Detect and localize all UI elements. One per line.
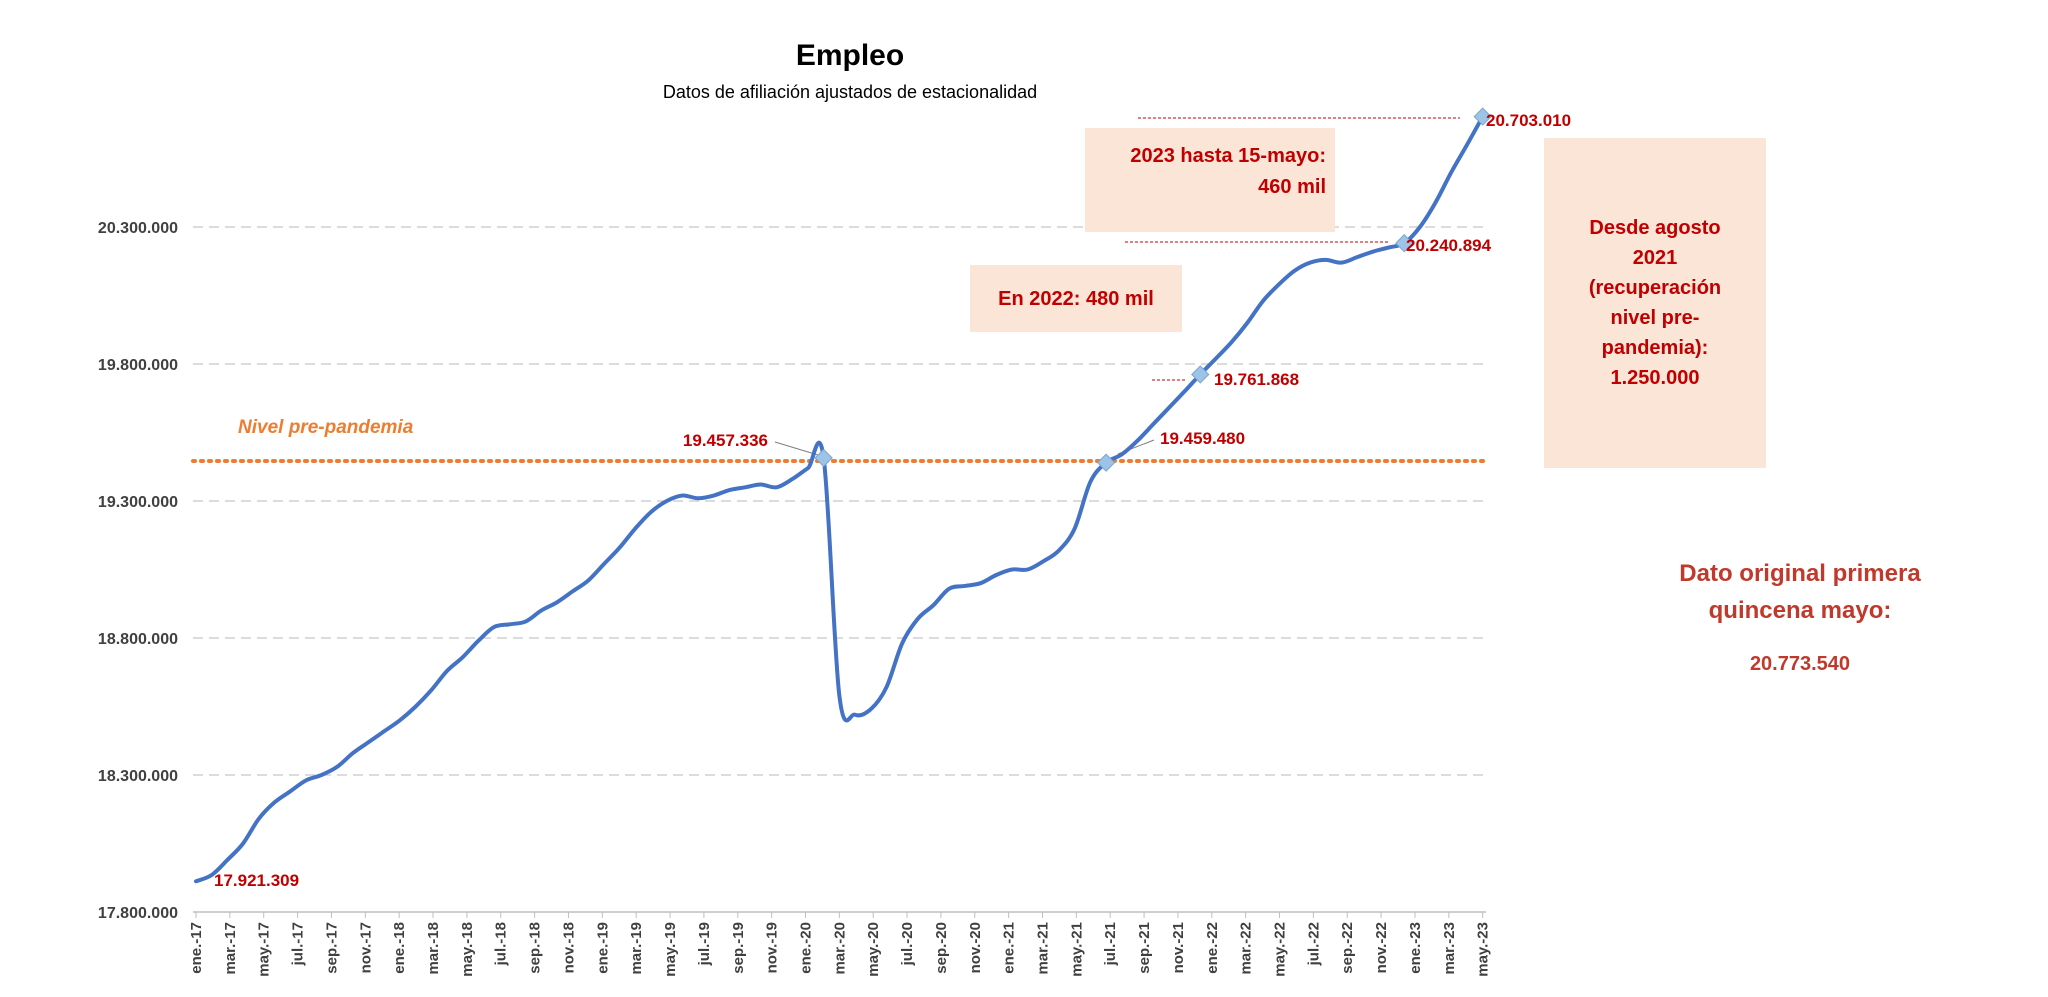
x-tick-label: nov.-22 <box>1373 922 1390 973</box>
highlight-marker <box>814 448 833 468</box>
x-tick-label: mar.-18 <box>425 922 442 975</box>
side-note-line2: quincena mayo: <box>1709 597 1892 624</box>
x-tick-label: mar.-23 <box>1441 922 1458 975</box>
side-note-value: 20.773.540 <box>1750 653 1850 675</box>
chart-subtitle: Datos de afiliación ajustados de estacio… <box>663 82 1037 102</box>
annotation-since-line1: Desde agosto <box>1589 217 1720 239</box>
x-tick-label: nov.-18 <box>560 922 577 973</box>
x-tick-label: jul.-19 <box>696 922 713 966</box>
annotation-box-2023 <box>1085 128 1335 232</box>
x-tick-label: sep.-21 <box>1136 922 1153 974</box>
point-label-recovery: 19.459.480 <box>1160 429 1245 448</box>
highlight-marker <box>1473 107 1492 126</box>
point-label-prepandemic: 19.457.336 <box>683 431 768 450</box>
point-label-2023: 20.240.894 <box>1406 236 1492 255</box>
x-tick-label: sep.-17 <box>323 922 340 974</box>
x-tick-label: jul.-20 <box>899 922 916 966</box>
x-tick-label: ene.-21 <box>1001 922 1018 974</box>
y-tick-label: 18.300.000 <box>98 768 178 785</box>
x-tick-label: ene.-23 <box>1407 922 1424 974</box>
x-tick-label: nov.-20 <box>967 922 984 973</box>
x-tick-label: sep.-18 <box>527 922 544 974</box>
x-tick-label: ene.-19 <box>594 922 611 974</box>
gridlines <box>193 226 1486 776</box>
annotation-2023-line1: 2023 hasta 15-mayo: <box>1130 145 1326 167</box>
annotation-since-line5: pandemia): <box>1602 337 1709 359</box>
x-tick-label: jul.-21 <box>1102 922 1119 966</box>
highlight-marker <box>1191 365 1210 384</box>
x-tick-label: may.-22 <box>1272 922 1289 977</box>
x-tick-label: sep.-22 <box>1339 922 1356 974</box>
x-tick-label: may.-23 <box>1475 922 1492 977</box>
x-tick-label: may.-19 <box>662 922 679 977</box>
x-tick-label: may.-17 <box>256 922 273 977</box>
highlight-markers <box>814 107 1492 472</box>
x-tick-label: ene.-22 <box>1204 922 1221 974</box>
pre-pandemic-label: Nivel pre-pandemia <box>238 417 414 438</box>
x-tick-label: mar.-19 <box>628 922 645 975</box>
x-tick-label: jul.-17 <box>290 922 307 966</box>
annotation-since-line6: 1.250.000 <box>1611 367 1700 389</box>
x-tick-label: ene.-18 <box>391 922 408 974</box>
y-tick-label: 17.800.000 <box>98 905 178 922</box>
annotation-2022: En 2022: 480 mil <box>998 288 1154 310</box>
x-tick-label: ene.-20 <box>797 922 814 974</box>
x-tick-label: mar.-22 <box>1238 922 1255 975</box>
x-tick-label: jul.-22 <box>1305 922 1322 966</box>
x-tick-label: jul.-18 <box>493 922 510 966</box>
leader-line-prepandemic <box>774 441 819 456</box>
point-label-latest: 20.703.010 <box>1486 111 1571 130</box>
x-axis: ene.-17 mar.-17 may.-17 jul.-17 sep.-17 nov.-… <box>188 911 1492 977</box>
x-tick-label: nov.-17 <box>357 922 374 973</box>
x-tick-label: nov.-21 <box>1170 922 1187 973</box>
y-tick-label: 20.300.000 <box>98 220 178 237</box>
side-note-line1: Dato original primera <box>1679 560 1921 587</box>
highlight-marker <box>1096 453 1116 472</box>
chart-title: Empleo <box>796 39 904 72</box>
x-tick-label: may.-20 <box>865 922 882 977</box>
x-tick-label: sep.-19 <box>730 922 747 974</box>
annotation-2023-line2: 460 mil <box>1258 176 1326 198</box>
employment-series-line <box>194 114 1485 884</box>
highlight-marker <box>1395 234 1414 253</box>
y-axis-ticks: 17.800.000 18.300.000 18.800.000 19.300.000… <box>98 220 178 922</box>
x-tick-label: mar.-17 <box>222 922 239 975</box>
y-tick-label: 19.800.000 <box>98 357 178 374</box>
annotation-since-line4: nivel pre- <box>1611 307 1700 329</box>
x-tick-label: may.-21 <box>1068 922 1085 977</box>
x-tick-label: mar.-20 <box>831 922 848 975</box>
x-tick-label: ene.-17 <box>188 922 205 974</box>
point-label-2022: 19.761.868 <box>1214 370 1299 389</box>
x-tick-label: mar.-21 <box>1035 922 1052 975</box>
annotation-box-since-aug-2021 <box>1544 138 1766 468</box>
point-label-start: 17.921.309 <box>214 871 299 890</box>
annotation-box-2022 <box>970 265 1182 332</box>
x-tick-label: sep.-20 <box>933 922 950 974</box>
annotation-since-line2: 2021 <box>1633 247 1678 269</box>
x-tick-label: may.-18 <box>459 922 476 977</box>
y-tick-label: 18.800.000 <box>98 631 178 648</box>
annotation-since-line3: (recuperación <box>1589 277 1721 299</box>
x-tick-label: nov.-19 <box>764 922 781 973</box>
y-tick-label: 19.300.000 <box>98 494 178 511</box>
